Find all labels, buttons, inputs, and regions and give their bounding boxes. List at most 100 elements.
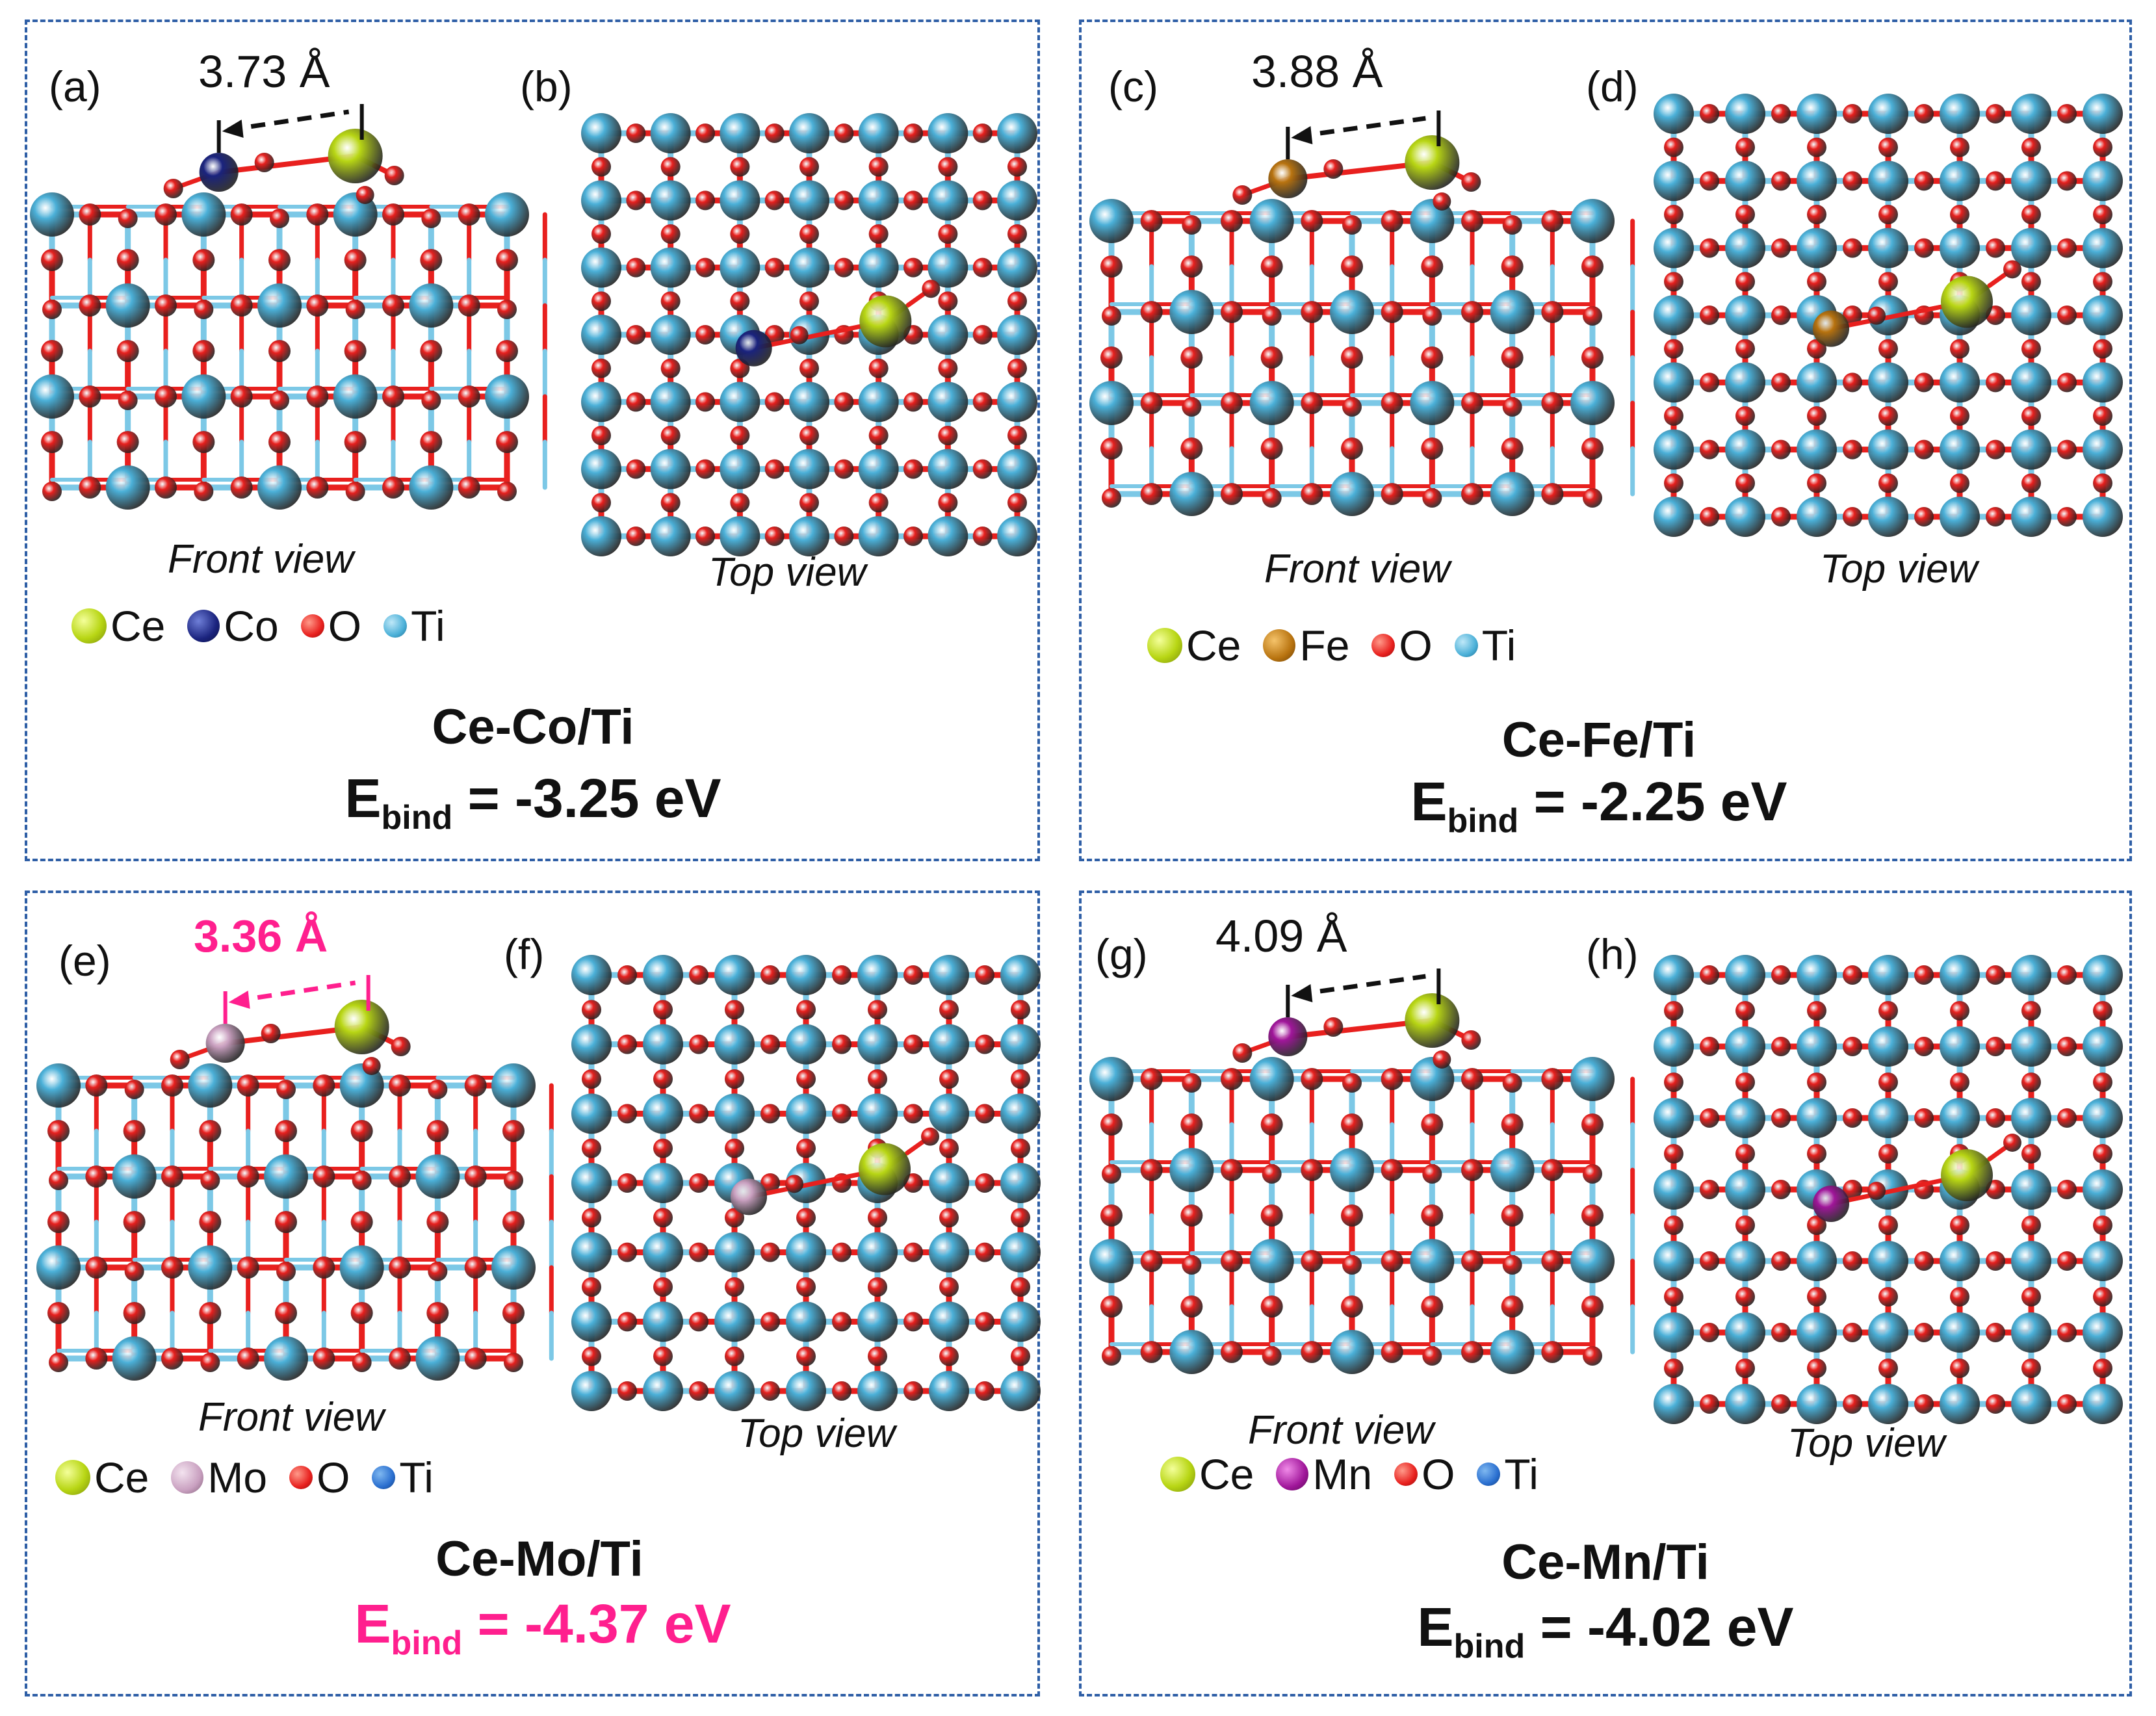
o-atom: [1262, 1346, 1282, 1366]
ti-atom: [1249, 199, 1294, 243]
o-atom: [1501, 346, 1524, 369]
o-atom: [2057, 439, 2077, 460]
o-atom: [922, 280, 941, 298]
o-atom: [1007, 291, 1027, 311]
o-atom: [1461, 210, 1483, 232]
o-atom: [730, 493, 750, 513]
o-atom: [626, 257, 646, 278]
panel-ce-mn: [1079, 890, 2132, 1696]
ti-atom: [1797, 1312, 1837, 1353]
distance-label-a: 3.73 Å: [198, 46, 330, 97]
o-atom: [764, 459, 785, 479]
o-atom: [1461, 1068, 1483, 1090]
o-atom: [85, 1347, 108, 1370]
o-atom: [79, 294, 101, 317]
o-atom: [939, 1277, 959, 1297]
ti-atom: [2083, 1169, 2123, 1210]
front-view-structure-ce-mo: [36, 975, 554, 1381]
o-atom: [199, 1211, 222, 1233]
ti-atom: [1868, 1241, 1908, 1281]
o-atom: [345, 300, 365, 319]
ti-atom: [1725, 94, 1765, 134]
o-atom: [1878, 339, 1898, 359]
o-atom: [1664, 473, 1683, 493]
ti-atom: [1169, 472, 1214, 516]
ti-atom: [1725, 1026, 1765, 1067]
o-atom: [420, 431, 443, 453]
o-atom: [268, 431, 291, 453]
ti-atom: [1654, 228, 1694, 268]
ti-atom: [2083, 295, 2123, 335]
o-atom: [1771, 1323, 1791, 1342]
label-c: (c): [1108, 62, 1158, 110]
o-atom: [1260, 1113, 1283, 1136]
ti-atom: [789, 516, 829, 556]
o-atom: [834, 526, 854, 546]
o-atom: [1341, 1113, 1363, 1136]
o-atom: [1011, 1277, 1030, 1297]
o-atom: [1221, 1250, 1243, 1272]
o-atom: [1986, 1394, 2005, 1414]
o-atom: [2021, 1072, 2041, 1092]
o-atom: [384, 166, 404, 185]
o-atom: [1262, 488, 1282, 508]
o-atom: [155, 385, 177, 408]
o-atom: [939, 1208, 959, 1228]
o-atom: [1301, 392, 1323, 414]
ti-atom: [36, 1245, 81, 1290]
o-atom: [832, 1242, 851, 1262]
o-atom: [1735, 272, 1755, 292]
ti-atom: [650, 382, 691, 422]
o-atom: [903, 124, 923, 143]
o-atom: [1381, 210, 1403, 232]
o-atom: [2093, 473, 2112, 493]
legend-text: Fe: [1299, 621, 1350, 670]
o-atom: [653, 1277, 673, 1297]
o-atom: [1664, 1144, 1683, 1164]
legend-text: O: [1399, 621, 1433, 670]
o-atom: [1381, 1068, 1403, 1090]
o-atom: [1583, 1164, 1602, 1184]
ti-atom: [650, 113, 691, 153]
ti-atom: [1089, 199, 1134, 243]
o-atom: [903, 1242, 923, 1262]
o-atom: [1843, 439, 1862, 460]
ti-atom: [928, 113, 968, 153]
o-atom: [1867, 1182, 1886, 1200]
o-atom: [695, 325, 715, 344]
o-atom: [382, 385, 404, 408]
o-atom: [1771, 238, 1791, 258]
ti-atom: [997, 448, 1037, 489]
o-atom: [689, 965, 708, 985]
o-atom: [344, 431, 367, 453]
o-atom: [660, 493, 681, 513]
label-g: (g): [1095, 930, 1148, 978]
o-atom: [1581, 1204, 1604, 1227]
ti-atom: [789, 382, 829, 422]
o-atom: [626, 392, 646, 412]
ti-atom: [1249, 1057, 1294, 1101]
ti-atom: [264, 1154, 308, 1199]
o-atom: [464, 1256, 487, 1279]
o-atom: [237, 1074, 259, 1097]
front-view-label-e: Front view: [198, 1395, 384, 1440]
o-atom: [1700, 372, 1719, 393]
o-atom: [345, 482, 365, 501]
o-atom: [1583, 1346, 1602, 1366]
o-atom: [1700, 1037, 1719, 1056]
o-atom: [237, 1165, 259, 1188]
o-atom: [653, 1346, 673, 1366]
o-atom: [1007, 157, 1027, 177]
ti-atom: [571, 1163, 612, 1203]
o-atom: [1867, 306, 1886, 325]
o-atom: [1950, 1358, 1969, 1378]
mn-legend-icon: [1276, 1458, 1309, 1490]
o-atom: [237, 1347, 259, 1370]
o-atom: [1461, 301, 1483, 323]
o-atom: [730, 157, 750, 177]
o-atom: [760, 965, 780, 985]
o-atom: [2021, 272, 2041, 292]
ti-atom: [1654, 497, 1694, 537]
o-atom: [41, 340, 63, 362]
ebind-sub: bind: [1447, 802, 1519, 840]
